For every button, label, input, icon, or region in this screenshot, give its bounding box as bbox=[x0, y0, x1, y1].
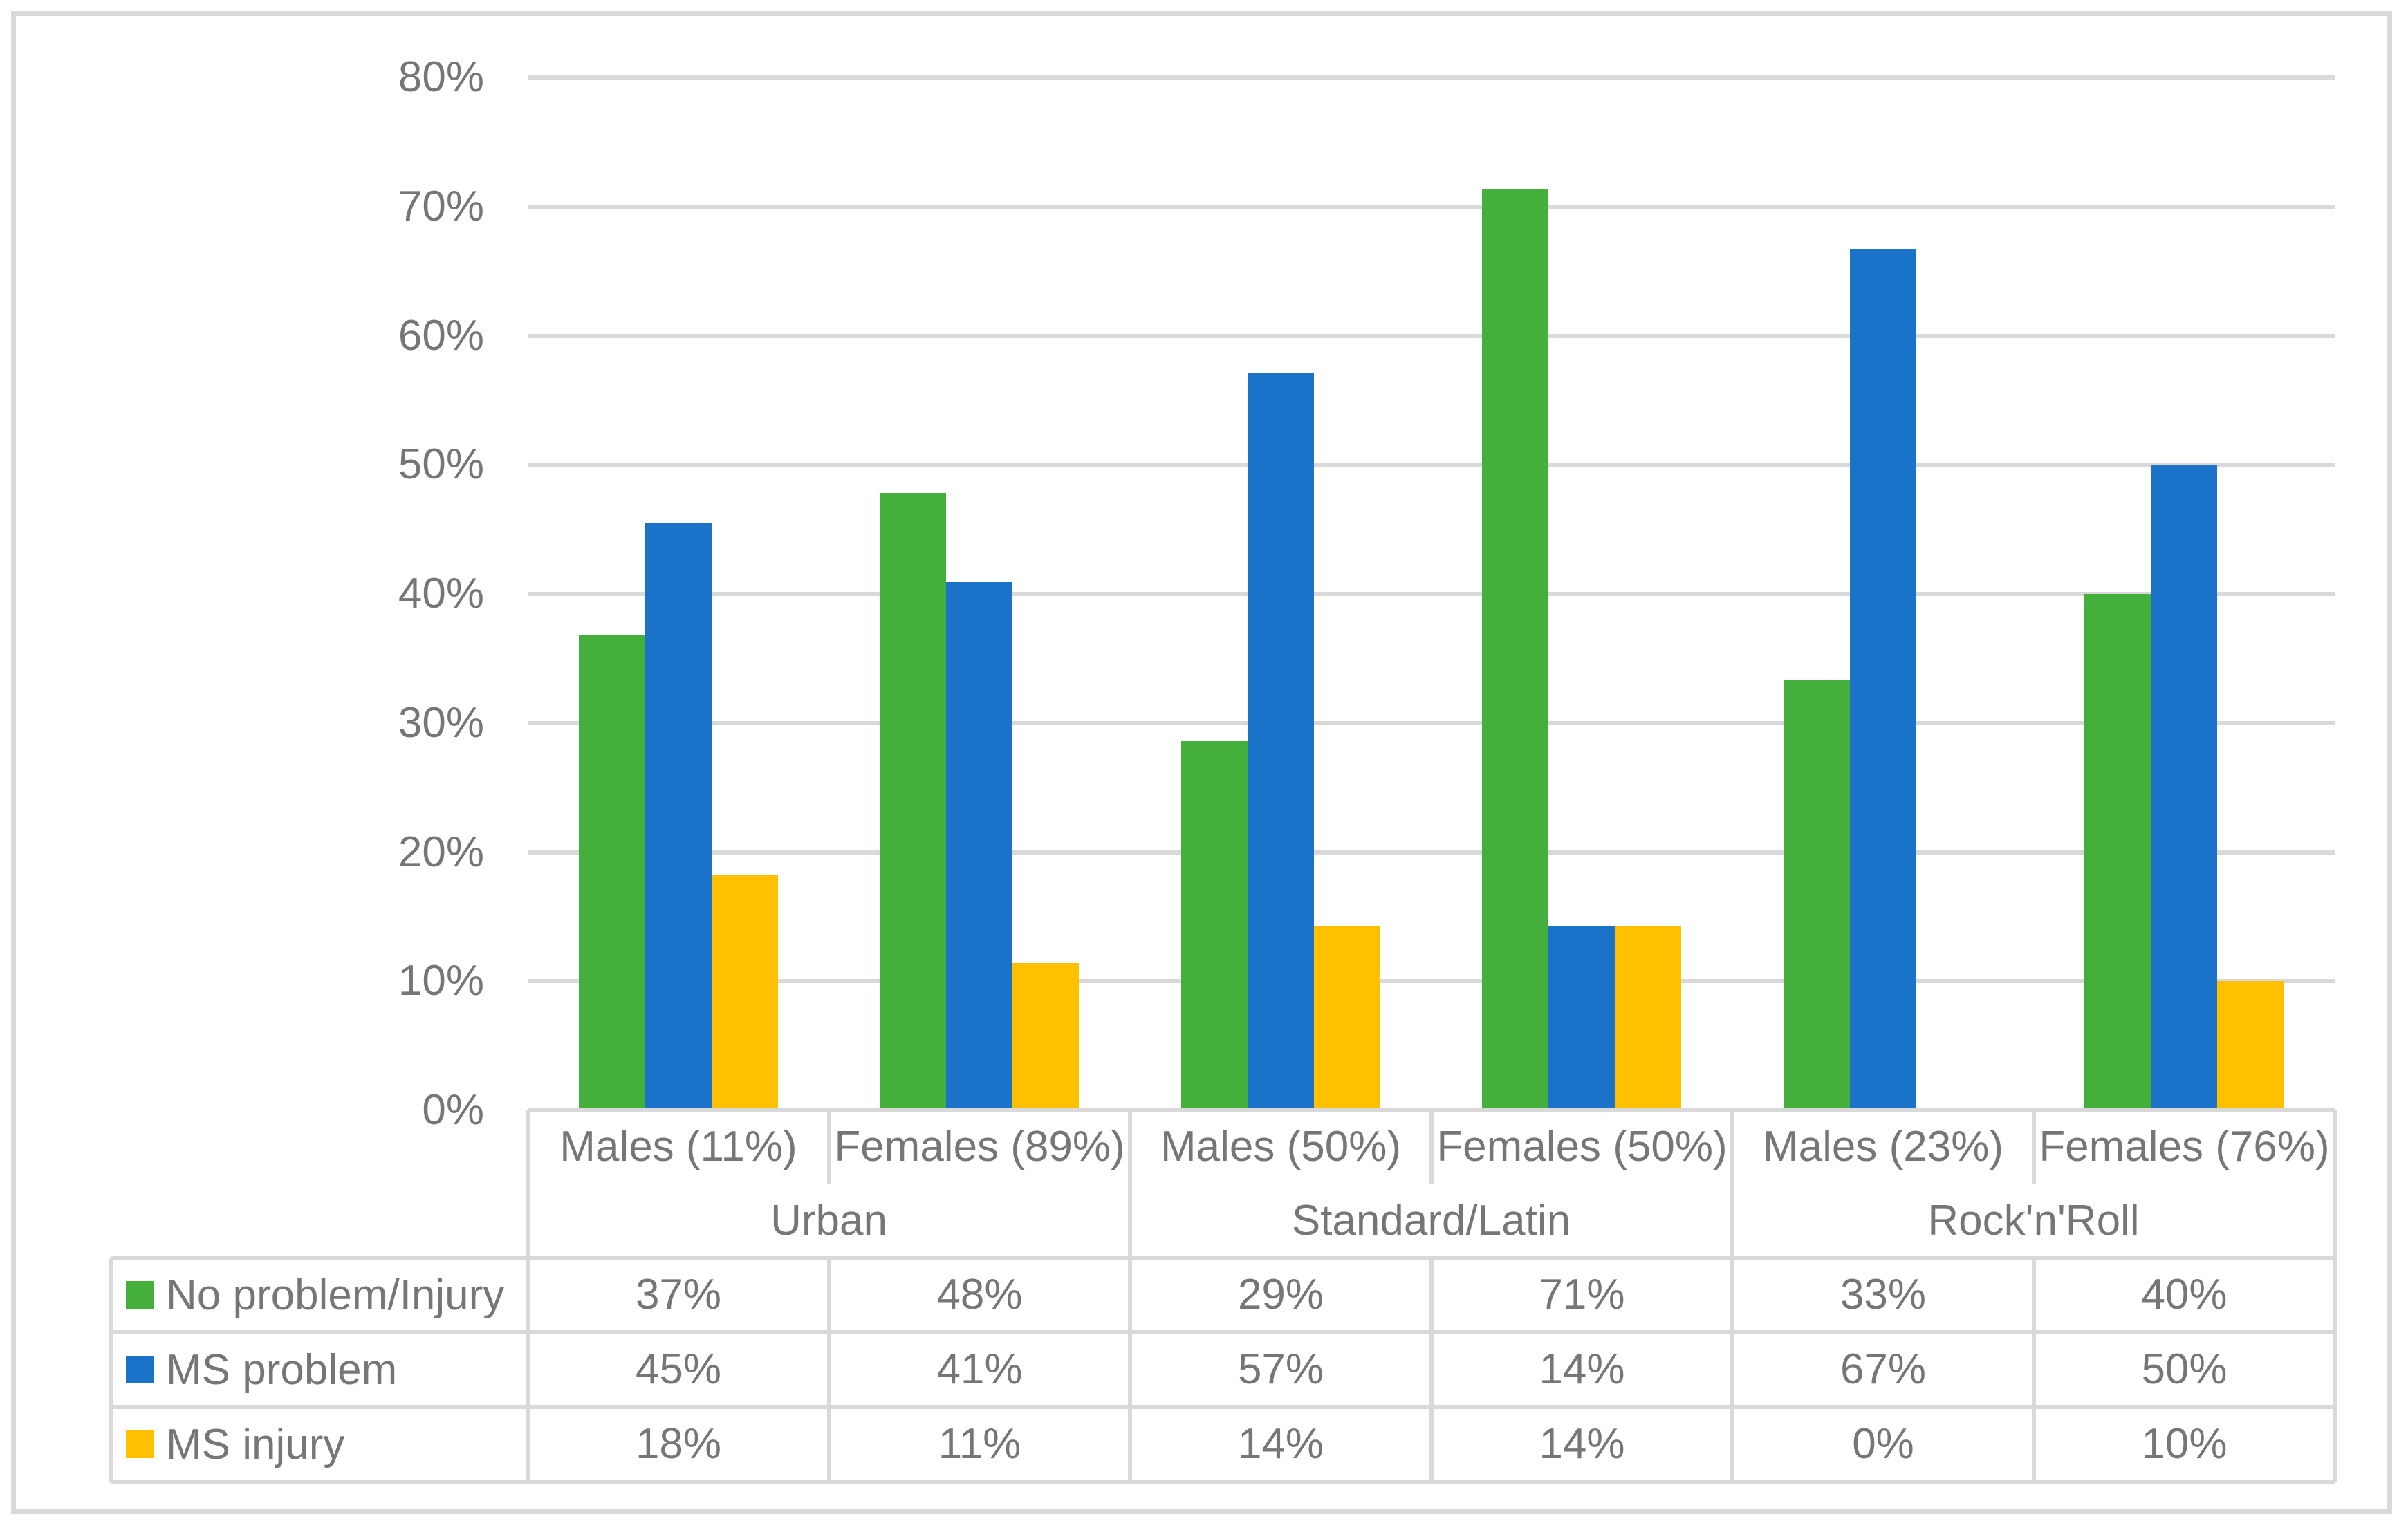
data-table-value: 14% bbox=[1237, 1420, 1324, 1468]
y-axis-tick-label: 10% bbox=[398, 957, 484, 1005]
table-border bbox=[2333, 1110, 2337, 1482]
table-border bbox=[827, 1110, 831, 1184]
bar-2-0 bbox=[712, 875, 778, 1110]
data-table-value: 48% bbox=[936, 1271, 1023, 1318]
legend-cell: MS injury bbox=[126, 1407, 528, 1482]
x-axis-group-label: Urban bbox=[770, 1196, 887, 1244]
y-axis-tick-label: 80% bbox=[398, 53, 484, 101]
legend-key-swatch bbox=[126, 1281, 154, 1309]
table-border bbox=[111, 1330, 2335, 1334]
y-axis-tick-label: 20% bbox=[398, 828, 484, 876]
legend-cell: No problem/Injury bbox=[126, 1258, 528, 1332]
table-border bbox=[2032, 1258, 2036, 1482]
gridline bbox=[528, 979, 2335, 983]
data-table-value: 37% bbox=[635, 1271, 722, 1318]
bar-0-1 bbox=[880, 493, 946, 1110]
table-border bbox=[2032, 1110, 2036, 1184]
legend-series-label: MS problem bbox=[166, 1345, 398, 1394]
bar-2-3 bbox=[1615, 926, 1681, 1110]
bar-1-2 bbox=[1248, 373, 1314, 1110]
legend-series-label: No problem/Injury bbox=[166, 1271, 505, 1319]
data-table-value: 0% bbox=[1852, 1420, 1914, 1468]
table-border bbox=[526, 1110, 530, 1482]
y-axis-tick-label: 30% bbox=[398, 699, 484, 747]
table-border bbox=[109, 1258, 113, 1482]
table-border bbox=[827, 1258, 831, 1482]
table-border bbox=[111, 1405, 2335, 1409]
bar-1-0 bbox=[645, 523, 712, 1110]
gridline bbox=[528, 75, 2335, 80]
table-border bbox=[1429, 1110, 1434, 1184]
data-table-value: 50% bbox=[2141, 1345, 2228, 1393]
chart-outer-border bbox=[11, 11, 2392, 1514]
y-axis-tick-label: 40% bbox=[398, 570, 484, 617]
y-axis-tick-label: 60% bbox=[398, 312, 484, 360]
x-axis-category-label: Females (76%) bbox=[2039, 1123, 2330, 1170]
bar-2-1 bbox=[1012, 963, 1079, 1110]
table-border bbox=[111, 1480, 2335, 1484]
data-table-value: 29% bbox=[1237, 1271, 1324, 1318]
x-axis-category-label: Males (11%) bbox=[559, 1123, 797, 1170]
bar-1-3 bbox=[1548, 926, 1615, 1110]
legend-series-label: MS injury bbox=[166, 1420, 345, 1468]
gridline bbox=[528, 463, 2335, 467]
data-table-value: 57% bbox=[1237, 1345, 1324, 1393]
data-table-value: 14% bbox=[1539, 1345, 1625, 1393]
bar-0-0 bbox=[579, 635, 645, 1110]
data-table-value: 71% bbox=[1539, 1271, 1625, 1318]
gridline bbox=[528, 334, 2335, 338]
table-border bbox=[1429, 1258, 1434, 1482]
data-table-value: 40% bbox=[2141, 1271, 2228, 1318]
x-axis-group-label: Standard/Latin bbox=[1291, 1196, 1571, 1244]
x-axis-category-label: Males (50%) bbox=[1160, 1123, 1401, 1170]
data-table-value: 33% bbox=[1840, 1271, 1927, 1318]
x-axis-category-label: Males (23%) bbox=[1763, 1123, 2003, 1170]
x-axis-group-label: Rock'n'Roll bbox=[1927, 1196, 2140, 1244]
x-axis-category-label: Females (89%) bbox=[834, 1123, 1125, 1170]
data-table-value: 11% bbox=[938, 1420, 1021, 1468]
data-table-value: 14% bbox=[1539, 1420, 1625, 1468]
gridline bbox=[528, 721, 2335, 725]
y-axis-tick-label: 70% bbox=[398, 183, 484, 230]
y-axis-tick-label: 0% bbox=[422, 1086, 484, 1134]
bar-2-5 bbox=[2217, 981, 2284, 1110]
bar-1-4 bbox=[1850, 249, 1916, 1110]
data-table-value: 18% bbox=[635, 1420, 722, 1468]
table-border bbox=[1128, 1110, 1132, 1482]
gridline bbox=[528, 205, 2335, 209]
bar-1-5 bbox=[2151, 465, 2217, 1110]
data-table-value: 45% bbox=[635, 1345, 722, 1393]
legend-key-swatch bbox=[126, 1430, 154, 1458]
x-axis-category-label: Females (50%) bbox=[1436, 1123, 1728, 1170]
bar-0-2 bbox=[1181, 741, 1248, 1110]
legend-cell: MS problem bbox=[126, 1332, 528, 1407]
gridline bbox=[528, 592, 2335, 596]
data-table-value: 10% bbox=[2141, 1420, 2228, 1468]
legend-key-swatch bbox=[126, 1356, 154, 1383]
bar-0-5 bbox=[2084, 594, 2151, 1110]
y-axis-tick-label: 50% bbox=[398, 440, 484, 488]
data-table-value: 41% bbox=[936, 1345, 1023, 1393]
data-table-value: 67% bbox=[1840, 1345, 1927, 1393]
bar-0-3 bbox=[1482, 189, 1548, 1110]
table-border bbox=[1730, 1110, 1734, 1482]
bar-0-4 bbox=[1784, 680, 1850, 1110]
bar-2-2 bbox=[1314, 926, 1380, 1110]
gridline bbox=[528, 850, 2335, 855]
bar-1-1 bbox=[946, 582, 1012, 1110]
table-border bbox=[111, 1256, 2335, 1260]
